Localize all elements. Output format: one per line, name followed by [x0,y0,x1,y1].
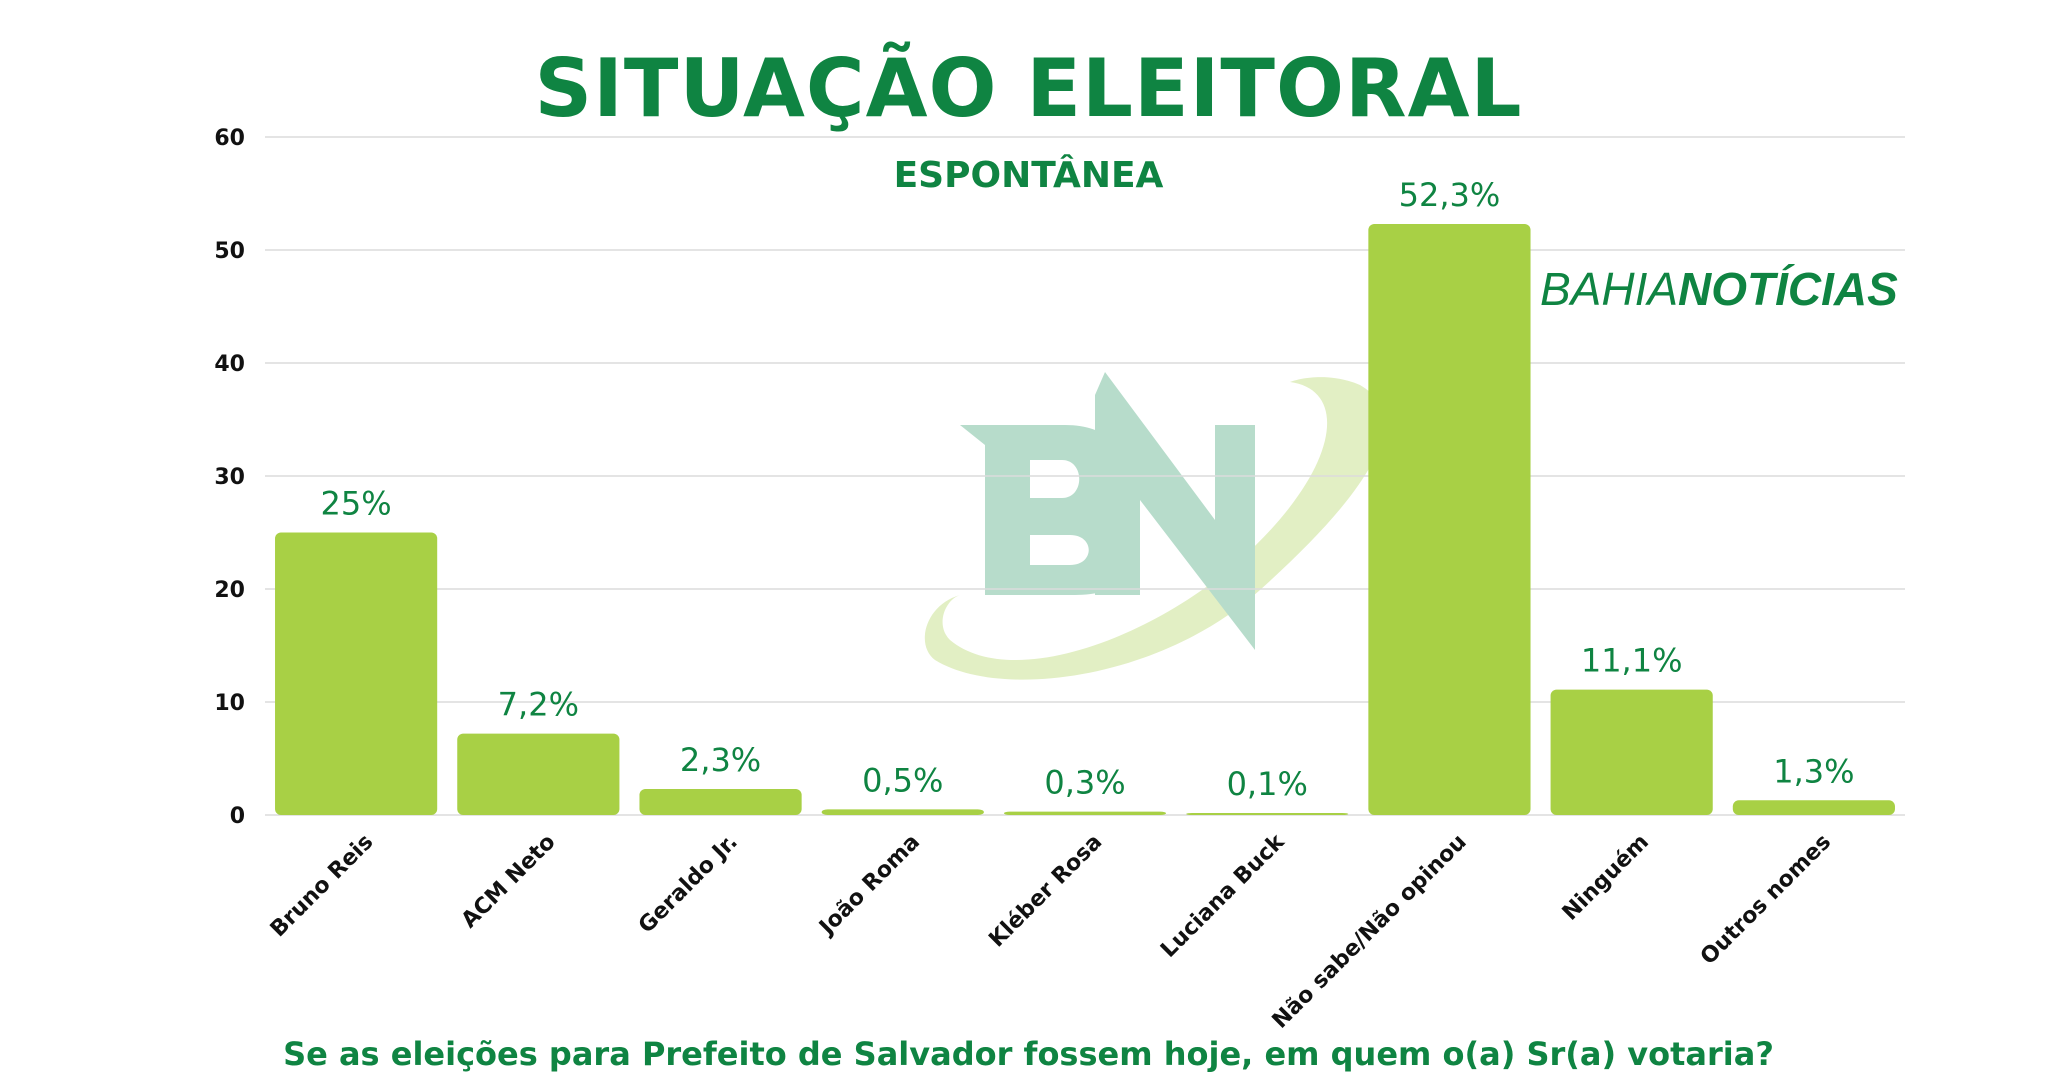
x-tick-label: Não sabe/Não opinou [1268,830,1472,1034]
bar [1368,224,1531,815]
bars [275,224,1895,815]
y-tick-label: 50 [214,239,245,264]
brand-logo: BAHIANOTÍCIAS [1540,262,1898,316]
x-axis-ticks: Bruno Reis ACM Neto Geraldo Jr. João Roma Kl… [266,829,1836,1034]
y-tick-label: 30 [214,465,245,490]
data-label: 25% [321,485,392,523]
y-tick-label: 0 [230,804,245,829]
x-tick-label: Ninguém [1558,830,1654,926]
bar [457,733,620,815]
data-label: 0,1% [1227,765,1308,803]
x-tick-label: ACM Neto [457,830,561,934]
data-label: 0,5% [862,761,943,799]
data-label: 2,3% [680,741,761,779]
data-label: 11,1% [1581,642,1683,680]
x-tick-label: Bruno Reis [266,830,379,943]
y-axis-ticks: 0 10 20 30 40 50 60 [214,126,245,829]
brand-part-1: BAHIA [1540,263,1679,315]
chart-caption: Se as eleições para Prefeito de Salvador… [283,1035,1774,1073]
x-tick-label: João Roma [813,830,925,942]
y-tick-label: 10 [214,691,245,716]
x-tick-label: Kléber Rosa [984,830,1107,953]
brand-part-2: NOTÍCIAS [1678,263,1898,315]
bar [1003,811,1167,815]
chart-subtitle: ESPONTÂNEA [893,155,1164,196]
bar [1732,800,1895,815]
bar [275,532,438,815]
bn-watermark-logo [924,372,1384,680]
bar [1550,689,1713,815]
chart-title: SITUAÇÃO ELEITORAL [534,42,1523,135]
data-label: 1,3% [1773,752,1854,790]
data-label: 7,2% [498,686,579,724]
data-labels: 25% 7,2% 2,3% 0,5% 0,3% 0,1% 52,3% 11,1% 1,3% [321,176,1855,803]
bar [821,809,984,815]
data-label: 52,3% [1399,176,1501,214]
x-tick-label: Outros nomes [1696,830,1836,970]
bar [639,789,802,815]
data-label: 0,3% [1044,764,1125,802]
bar [1186,813,1349,815]
y-tick-label: 60 [214,126,245,151]
y-tick-label: 20 [214,578,245,603]
x-tick-label: Geraldo Jr. [634,830,743,939]
x-tick-label: Luciana Buck [1156,829,1290,963]
y-tick-label: 40 [214,352,245,377]
